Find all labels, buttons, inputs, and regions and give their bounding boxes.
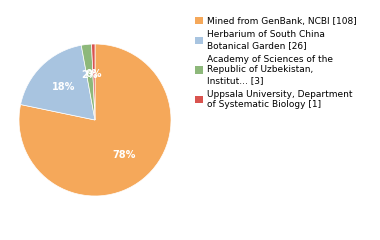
Text: 18%: 18% — [51, 82, 75, 92]
Wedge shape — [81, 44, 95, 120]
Legend: Mined from GenBank, NCBI [108], Herbarium of South China
Botanical Garden [26], : Mined from GenBank, NCBI [108], Herbariu… — [195, 17, 357, 109]
Text: 78%: 78% — [112, 150, 135, 160]
Wedge shape — [92, 44, 95, 120]
Wedge shape — [21, 45, 95, 120]
Wedge shape — [19, 44, 171, 196]
Text: 2%: 2% — [82, 70, 98, 80]
Text: 0%: 0% — [86, 69, 102, 79]
